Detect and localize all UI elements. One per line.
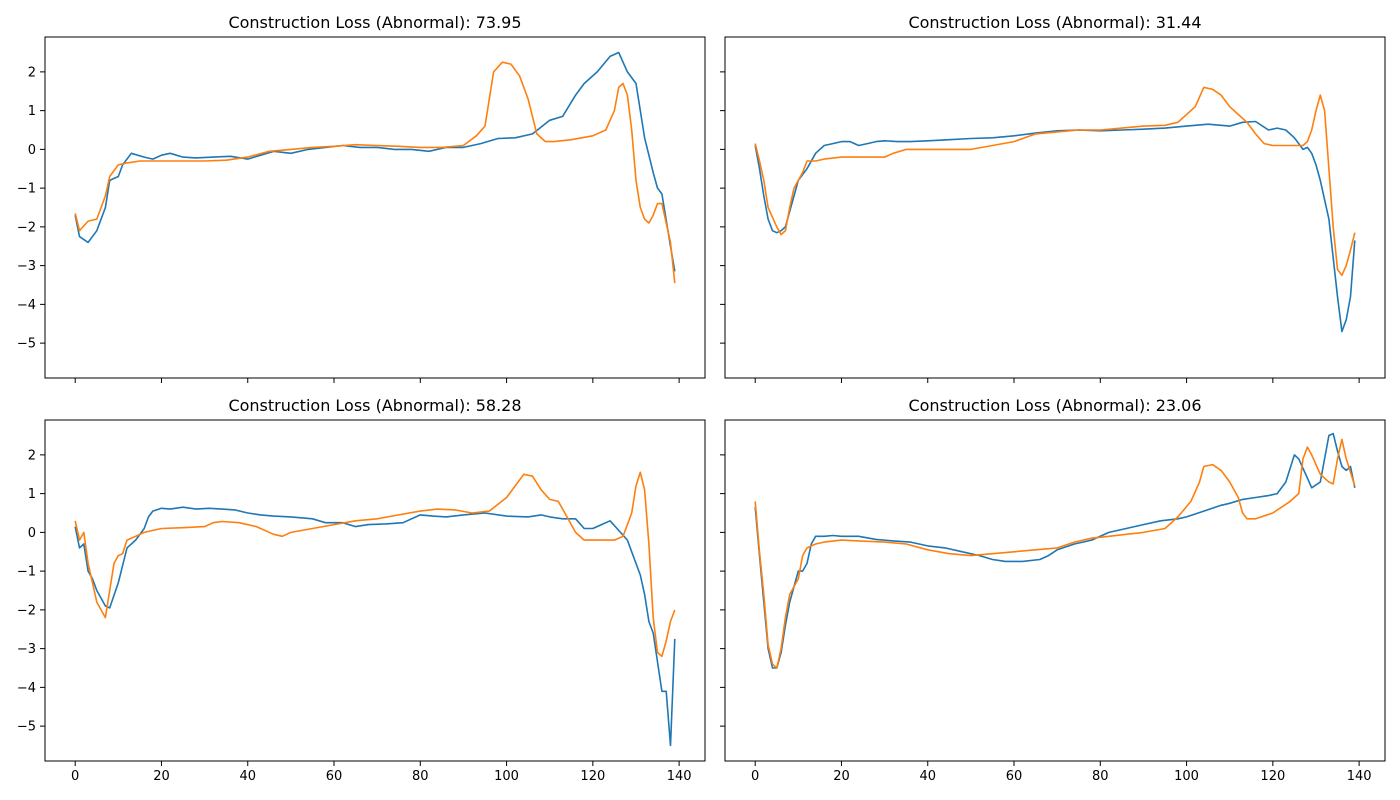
subplot-title: Construction Loss (Abnormal): 23.06 (908, 396, 1201, 415)
y-tick-label: −4 (17, 298, 36, 313)
x-tick-label: 60 (1006, 769, 1023, 784)
y-tick-label: −1 (17, 182, 36, 197)
subplot-bottom-left: Construction Loss (Abnormal): 58.28 0 20 4… (17, 396, 706, 784)
plot-frame (724, 419, 1386, 762)
x-tick-label: 120 (1260, 769, 1285, 784)
plot-frame (44, 419, 706, 762)
subplot-title: Construction Loss (Abnormal): 73.95 (228, 13, 521, 32)
x-tick-label: 20 (833, 769, 850, 784)
x-tick-label: 140 (1347, 769, 1372, 784)
x-tick-label: 100 (494, 769, 519, 784)
series-line-1 (754, 120, 1356, 333)
y-tick-label: −3 (17, 642, 36, 657)
x-tick-label: 140 (667, 769, 692, 784)
x-tick-label: 80 (412, 769, 429, 784)
x-tick-label: 40 (239, 769, 256, 784)
y-tick-label: 1 (28, 104, 36, 119)
series-line-1 (74, 51, 676, 272)
series-line-1 (74, 506, 676, 747)
y-tick-label: 1 (28, 487, 36, 502)
plot-frame (44, 36, 706, 379)
y-tick-label: −5 (17, 337, 36, 352)
x-tick-label: 0 (751, 769, 759, 784)
subplot-title: Construction Loss (Abnormal): 58.28 (228, 396, 521, 415)
series-line-2 (754, 438, 1356, 669)
y-tick-label: −2 (17, 220, 36, 235)
y-tick-label: 0 (28, 526, 36, 541)
plot-frame (724, 36, 1386, 379)
x-tick-label: 100 (1174, 769, 1199, 784)
series-line-2 (754, 86, 1356, 277)
series-line-2 (74, 471, 676, 658)
y-tick-label: −1 (17, 565, 36, 580)
y-tick-label: −2 (17, 603, 36, 618)
x-tick-label: 40 (919, 769, 936, 784)
x-tick-label: 0 (71, 769, 79, 784)
y-tick-label: −5 (17, 720, 36, 735)
y-tick-label: −3 (17, 259, 36, 274)
x-tick-label: 80 (1092, 769, 1109, 784)
x-tick-label: 20 (153, 769, 170, 784)
y-tick-label: 2 (28, 65, 36, 80)
subplot-top-left: Construction Loss (Abnormal): 73.95 −5 −4… (17, 13, 706, 383)
y-tick-label: −4 (17, 681, 36, 696)
series-line-2 (74, 61, 676, 284)
subplot-title: Construction Loss (Abnormal): 31.44 (908, 13, 1201, 32)
subplot-top-right: Construction Loss (Abnormal): 31.44 (720, 13, 1386, 383)
x-tick-label: 60 (326, 769, 343, 784)
series-line-1 (754, 432, 1356, 669)
subplot-bottom-right: Construction Loss (Abnormal): 23.06 0 20 4… (720, 396, 1386, 784)
y-tick-label: 0 (28, 143, 36, 158)
x-tick-label: 120 (580, 769, 605, 784)
y-tick-label: 2 (28, 448, 36, 463)
